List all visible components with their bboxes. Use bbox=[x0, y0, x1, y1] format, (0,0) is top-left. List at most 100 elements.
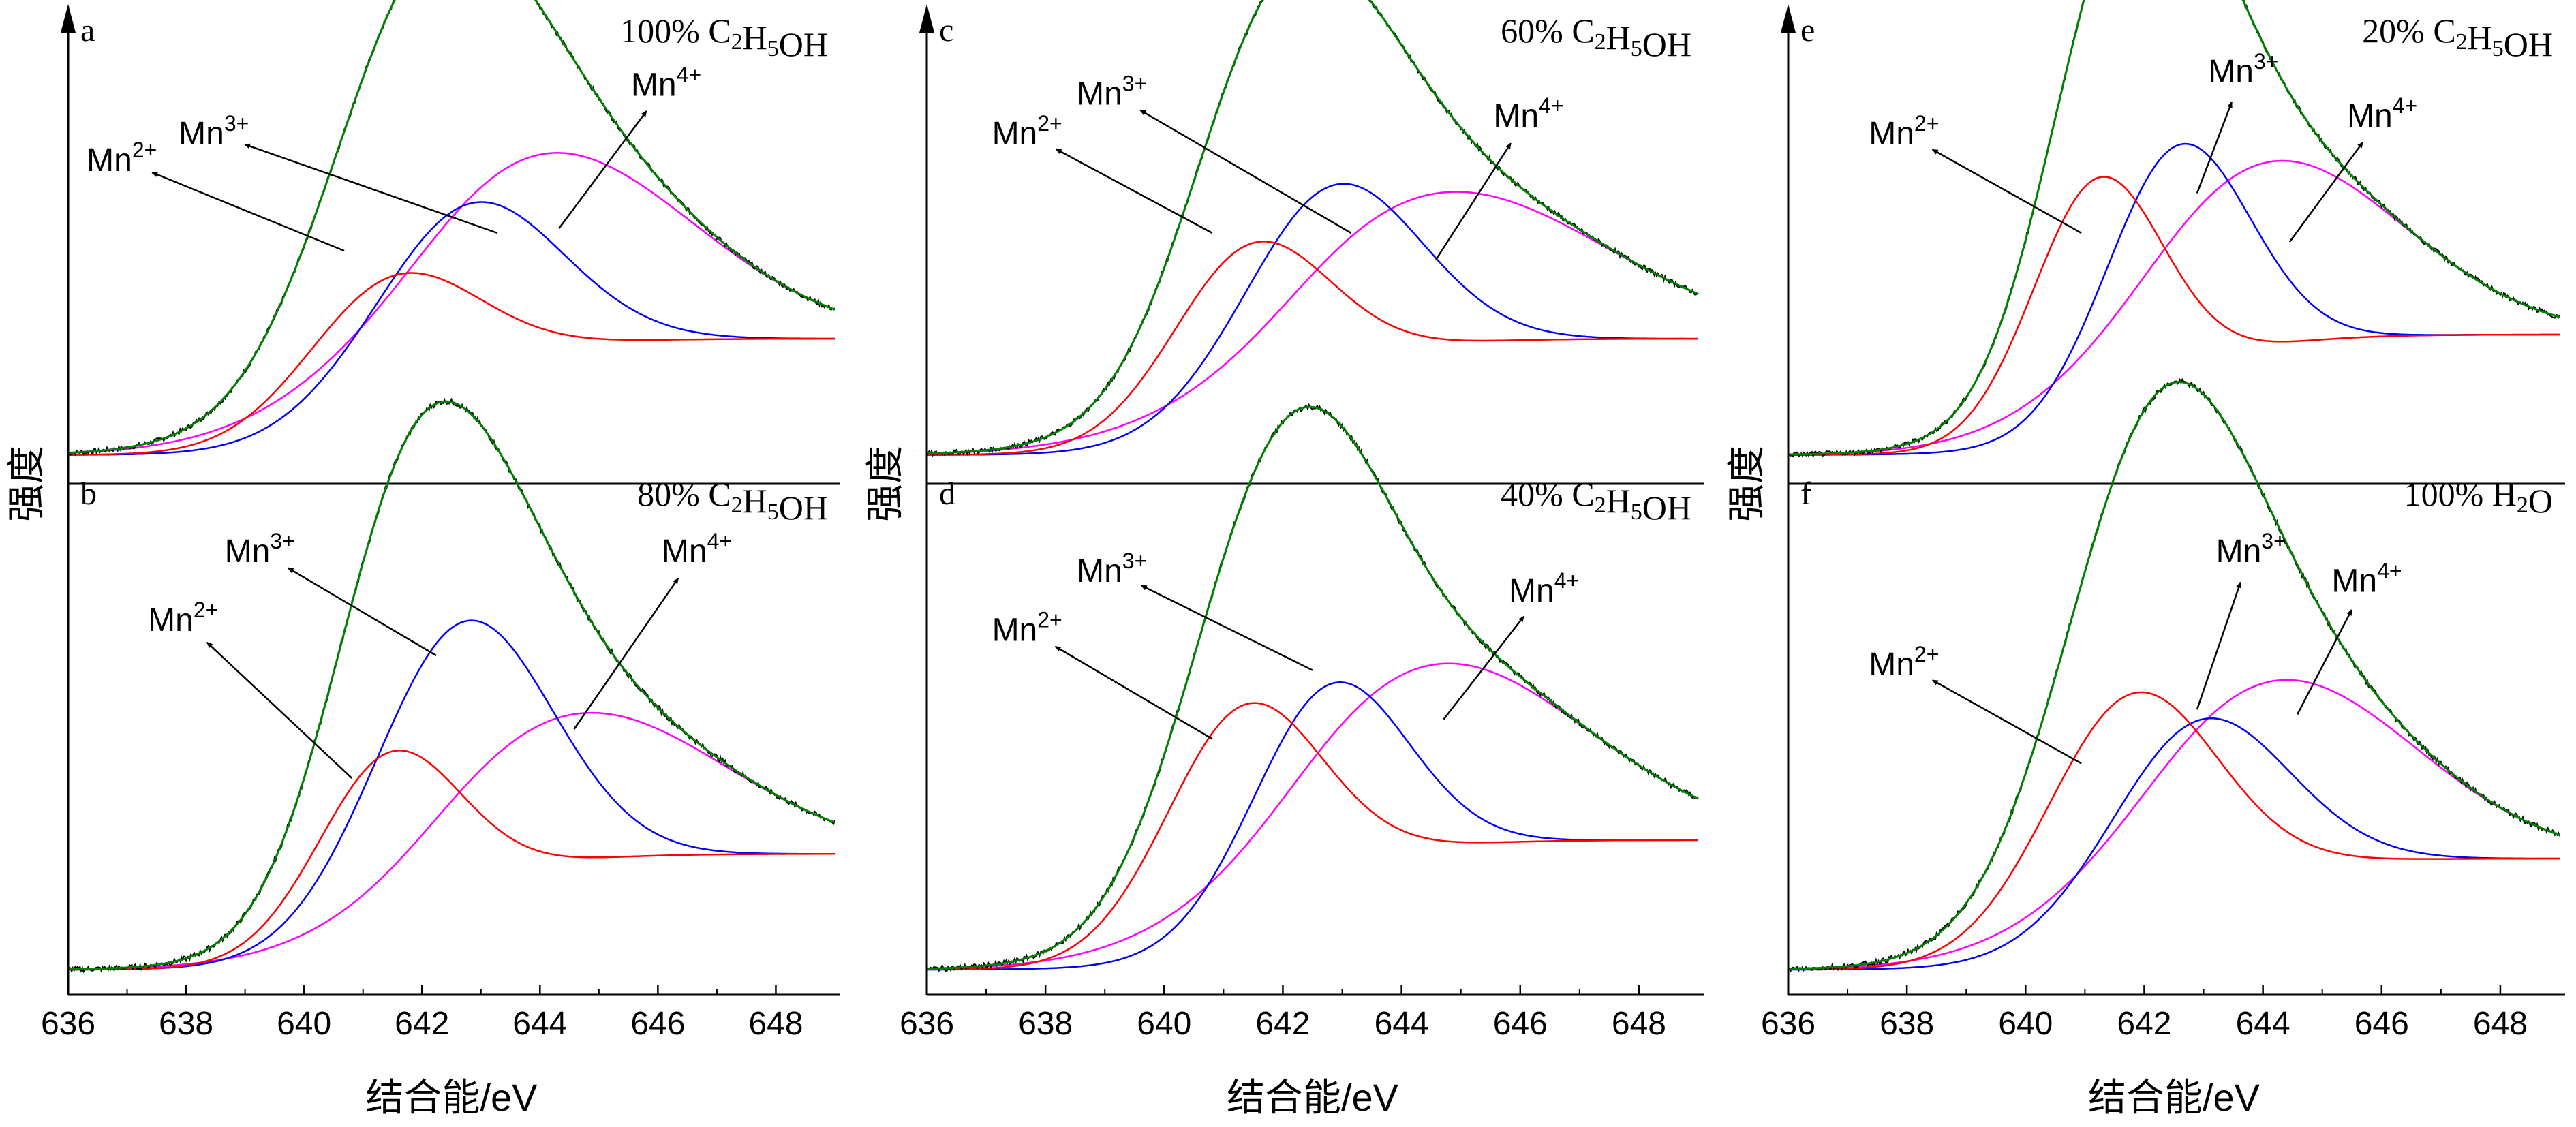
x-tick-label: 646 bbox=[1493, 1006, 1548, 1042]
label-Mn2plus: Mn2+ bbox=[148, 598, 218, 638]
arrow-Mn2plus bbox=[1055, 148, 1213, 234]
raw-spectrum bbox=[1788, 0, 2560, 459]
panel-letter: c bbox=[939, 12, 953, 48]
mn2-curve bbox=[1788, 176, 2560, 456]
arrow-Mn4plus bbox=[1435, 142, 1512, 260]
mn3-curve bbox=[68, 619, 835, 971]
axes-column-1: 636 638 640 642 644 646 648 结合能/eV 强度 bbox=[5, 4, 840, 1119]
x-tick-label: 644 bbox=[2236, 1006, 2290, 1042]
panel-letter: d bbox=[939, 476, 955, 512]
fit-envelope bbox=[926, 0, 1699, 455]
panel-d: d 40% C2H5OH Mn2+ Mn3+ Mn4+ bbox=[926, 403, 1699, 972]
label-Mn2plus: Mn2+ bbox=[1869, 111, 1939, 152]
y-axis-arrow bbox=[919, 4, 934, 33]
label-Mn4plus: Mn4+ bbox=[2347, 93, 2417, 134]
label-Mn4plus: Mn4+ bbox=[1509, 568, 1579, 609]
raw-spectrum bbox=[926, 0, 1699, 457]
label-Mn4plus: Mn4+ bbox=[1493, 93, 1563, 134]
mn3-curve bbox=[927, 183, 1698, 456]
arrow-Mn3plus bbox=[287, 567, 437, 657]
x-tick-label: 646 bbox=[630, 1006, 685, 1042]
x-tick-label: 642 bbox=[395, 1006, 449, 1042]
arrow-Mn2plus bbox=[1931, 149, 2082, 234]
panel-a: a 100% C2H5OH Mn2+ Mn3+ Mn4+ bbox=[67, 0, 840, 485]
panel-letter: a bbox=[80, 12, 95, 48]
arrow-Mn4plus bbox=[2297, 609, 2352, 715]
x-tick-label: 644 bbox=[1375, 1006, 1429, 1042]
panel-c: c 60% C2H5OH Mn2+ Mn3+ Mn4+ bbox=[926, 0, 1704, 485]
x-tick-label: 636 bbox=[1761, 1006, 1815, 1042]
y-axis-title: 强度 bbox=[5, 446, 48, 522]
label-Mn2plus: Mn2+ bbox=[992, 111, 1062, 152]
x-tick-label: 648 bbox=[2473, 1006, 2528, 1042]
panel-letter: e bbox=[1800, 12, 1815, 48]
x-tick-label: 644 bbox=[512, 1006, 567, 1042]
mn3-curve bbox=[1788, 717, 2560, 971]
arrow-Mn3plus bbox=[244, 143, 498, 234]
panel-e: e 20% C2H5OH Mn2+ Mn3+ Mn4+ bbox=[1788, 0, 2565, 485]
panel-b: b 80% C2H5OH Mn2+Mn3+ Mn4+ bbox=[67, 397, 835, 974]
x-tick-label: 642 bbox=[1255, 1006, 1310, 1042]
mn4-curve bbox=[68, 152, 835, 454]
label-Mn3plus: Mn3+ bbox=[2208, 49, 2278, 90]
panel-condition: 60% C2H5OH bbox=[1501, 12, 1691, 63]
mn3-curve bbox=[1788, 142, 2560, 456]
panel-condition: 20% C2H5OH bbox=[2362, 12, 2553, 63]
label-Mn3plus: Mn3+ bbox=[225, 529, 295, 570]
x-axis-title: 结合能/eV bbox=[1227, 1076, 1399, 1119]
panel-letter: f bbox=[1800, 476, 1811, 512]
label-Mn2plus: Mn2+ bbox=[87, 138, 157, 179]
arrow-Mn4plus bbox=[1443, 615, 1525, 720]
x-tick-label: 638 bbox=[1880, 1006, 1934, 1042]
x-tick-label: 636 bbox=[41, 1006, 95, 1042]
x-tick-label: 640 bbox=[277, 1006, 331, 1042]
arrow-Mn3plus bbox=[2196, 581, 2241, 710]
x-tick-label: 638 bbox=[1018, 1006, 1073, 1042]
arrow-Mn2plus bbox=[151, 171, 345, 252]
y-axis-title: 强度 bbox=[863, 446, 906, 522]
y-axis-arrow bbox=[1781, 4, 1796, 33]
axes-column-2: 636 638 640 642 644 646 648 结合能/eV 强度 bbox=[863, 4, 1704, 1119]
label-Mn3plus: Mn3+ bbox=[1077, 549, 1147, 589]
mn4-curve bbox=[1788, 679, 2560, 970]
x-axis-title: 结合能/eV bbox=[365, 1076, 538, 1119]
panel-condition: 100% C2H5OH bbox=[620, 12, 828, 63]
axes-column-3: 636 638 640 642 644 646 648 结合能/eV 强度 bbox=[1725, 4, 2565, 1119]
fit-envelope bbox=[1788, 381, 2560, 970]
arrow-Mn3plus bbox=[1139, 109, 1352, 234]
mn4-curve bbox=[1788, 159, 2560, 456]
arrow-Mn4plus bbox=[2288, 141, 2364, 243]
x-tick-label: 648 bbox=[1612, 1006, 1666, 1042]
arrow-Mn3plus bbox=[2196, 101, 2233, 194]
label-Mn2plus: Mn2+ bbox=[1869, 642, 1939, 683]
x-tick-label: 646 bbox=[2355, 1006, 2409, 1042]
mn2-curve bbox=[1788, 691, 2560, 971]
mn2-curve bbox=[927, 702, 1698, 971]
x-tick-label: 636 bbox=[900, 1006, 954, 1042]
arrow-Mn2plus bbox=[1931, 679, 2082, 765]
x-tick-label: 642 bbox=[2117, 1006, 2171, 1042]
x-tick-label: 638 bbox=[159, 1006, 213, 1042]
x-tick-label: 648 bbox=[748, 1006, 803, 1042]
fit-envelope bbox=[927, 405, 1699, 970]
mn2-curve bbox=[68, 272, 835, 456]
x-tick-label: 640 bbox=[1137, 1006, 1191, 1042]
mn2-curve bbox=[927, 241, 1698, 456]
mn3-curve bbox=[68, 201, 835, 456]
label-Mn3plus: Mn3+ bbox=[1077, 72, 1147, 112]
arrow-Mn2plus bbox=[1054, 645, 1213, 740]
mn3-curve bbox=[927, 681, 1698, 971]
y-axis-title: 强度 bbox=[1725, 446, 1768, 522]
x-tick-label: 640 bbox=[1998, 1006, 2053, 1042]
label-Mn3plus: Mn3+ bbox=[179, 111, 249, 152]
label-Mn2plus: Mn2+ bbox=[992, 607, 1062, 648]
arrow-Mn3plus bbox=[1140, 585, 1313, 671]
label-Mn4plus: Mn4+ bbox=[631, 63, 701, 104]
raw-spectrum bbox=[67, 0, 835, 457]
label-Mn4plus: Mn4+ bbox=[662, 529, 732, 570]
panel-condition: 100% H2O bbox=[2404, 475, 2553, 520]
fit-envelope bbox=[67, 0, 835, 454]
arrow-Mn4plus bbox=[557, 110, 647, 230]
mn4-curve bbox=[67, 711, 835, 970]
